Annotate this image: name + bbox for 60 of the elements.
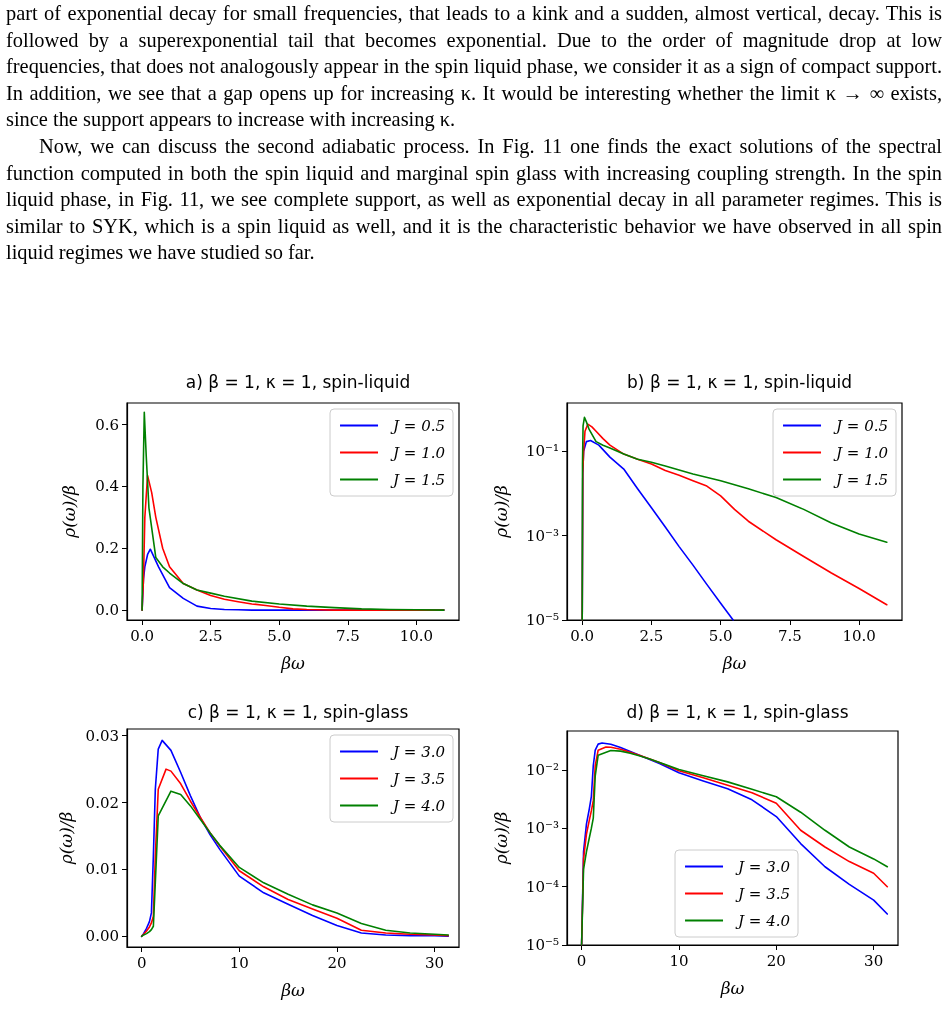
- y-axis-title: ρ(ω)/β: [56, 811, 77, 866]
- x-tick-label: 0: [136, 953, 147, 972]
- x-tick-label: 0: [576, 951, 587, 970]
- chart-title: a) β = 1, κ = 1, spin-liquid: [185, 371, 411, 392]
- legend-label: J = 3.0: [735, 857, 791, 876]
- legend-label: J = 0.5: [833, 416, 889, 435]
- y-tick-label: 10⁻²: [525, 761, 559, 780]
- legend-label: J = 4.0: [735, 911, 791, 930]
- y-tick-label: 0.2: [95, 539, 119, 558]
- y-tick-label: 0.01: [85, 860, 119, 879]
- legend-label: J = 1.0: [390, 443, 446, 462]
- y-axis-title: ρ(ω)/β: [490, 485, 511, 539]
- x-tick-label: 10.0: [842, 626, 876, 645]
- y-tick-label: 0.6: [95, 415, 119, 434]
- y-tick-label: 0.02: [85, 793, 119, 812]
- x-tick-label: 20: [766, 951, 786, 970]
- y-tick-label: 10⁻⁴: [525, 877, 559, 896]
- y-tick-label: 0.00: [85, 927, 119, 946]
- x-tick-label: 2.5: [198, 626, 223, 645]
- legend-label: J = 1.5: [833, 470, 889, 489]
- y-tick-label: 0.0: [95, 601, 119, 620]
- x-tick-label: 0.0: [570, 626, 595, 645]
- x-tick-label: 10.0: [399, 626, 434, 645]
- x-tick-label: 10: [229, 953, 249, 972]
- x-axis-title: βω: [280, 652, 305, 673]
- x-tick-label: 7.5: [335, 626, 360, 645]
- legend-label: J = 3.5: [735, 884, 791, 903]
- legend-label: J = 3.0: [390, 742, 446, 761]
- x-axis-title: βω: [719, 977, 745, 998]
- text: Now, we can discuss the second adiabatic process. In Fig. 11 one finds the exact solutions of the spectral function computed in both the spin liquid and marginal spin glass with increasing coupling strength. In the spin liquid phase, in Fig. 11, we see complete support, as well as exponential decay in all parameter regimes. This is similar to SYK, which is a spin liquid as well, and it is the characteristic behavior we have observed in all spin liquid regimes we have studied so far.: [6, 133, 942, 266]
- text: part of exponential decay for small frequencies, that leads to a kink and a sudden, almost vertical, decay. This is followed by a superexponential tail that becomes exponential. Due to the order of magnitude drop at low frequencies, that does not analogously appear in the spin liquid phase, we consider it as a sign of compact support. In addition, we see that a gap opens up for increasing κ. It would be interesting whether the limit κ → ∞ exists, since the support appears to increase with increasing κ.: [6, 1, 942, 133]
- chart-title: d) β = 1, κ = 1, spin-glass: [626, 701, 849, 722]
- y-axis-title: ρ(ω)/β: [490, 811, 511, 866]
- legend-label: J = 1.0: [833, 443, 889, 462]
- y-tick-label: 0.4: [95, 477, 119, 496]
- y-tick-label: 10⁻³: [525, 819, 559, 838]
- x-tick-label: 10: [669, 951, 689, 970]
- x-axis-title: βω: [280, 979, 305, 1000]
- chart-title: c) β = 1, κ = 1, spin-glass: [187, 701, 409, 722]
- legend-label: J = 1.5: [390, 470, 446, 489]
- line-series: [141, 411, 445, 611]
- y-tick-label: 10⁻³: [525, 526, 559, 545]
- legend-label: J = 4.0: [390, 796, 446, 815]
- y-tick-label: 0.03: [85, 726, 119, 745]
- x-tick-label: 30: [864, 951, 884, 970]
- y-tick-label: 10⁻⁵: [525, 936, 559, 954]
- legend-label: J = 3.5: [390, 769, 446, 788]
- x-tick-label: 5.0: [267, 626, 292, 645]
- x-tick-label: 30: [425, 953, 445, 972]
- x-tick-label: 7.5: [777, 626, 802, 645]
- chart-title: b) β = 1, κ = 1, spin-liquid: [627, 371, 852, 392]
- x-tick-label: 20: [327, 953, 347, 972]
- legend-label: J = 0.5: [390, 416, 446, 435]
- x-tick-label: 2.5: [639, 626, 664, 645]
- x-tick-label: 5.0: [708, 626, 733, 645]
- y-axis-title: ρ(ω)/β: [58, 485, 79, 539]
- y-tick-label: 10⁻⁵: [525, 611, 559, 629]
- x-axis-title: βω: [721, 652, 747, 673]
- y-tick-label: 10⁻¹: [525, 442, 559, 461]
- x-tick-label: 0.0: [130, 626, 155, 645]
